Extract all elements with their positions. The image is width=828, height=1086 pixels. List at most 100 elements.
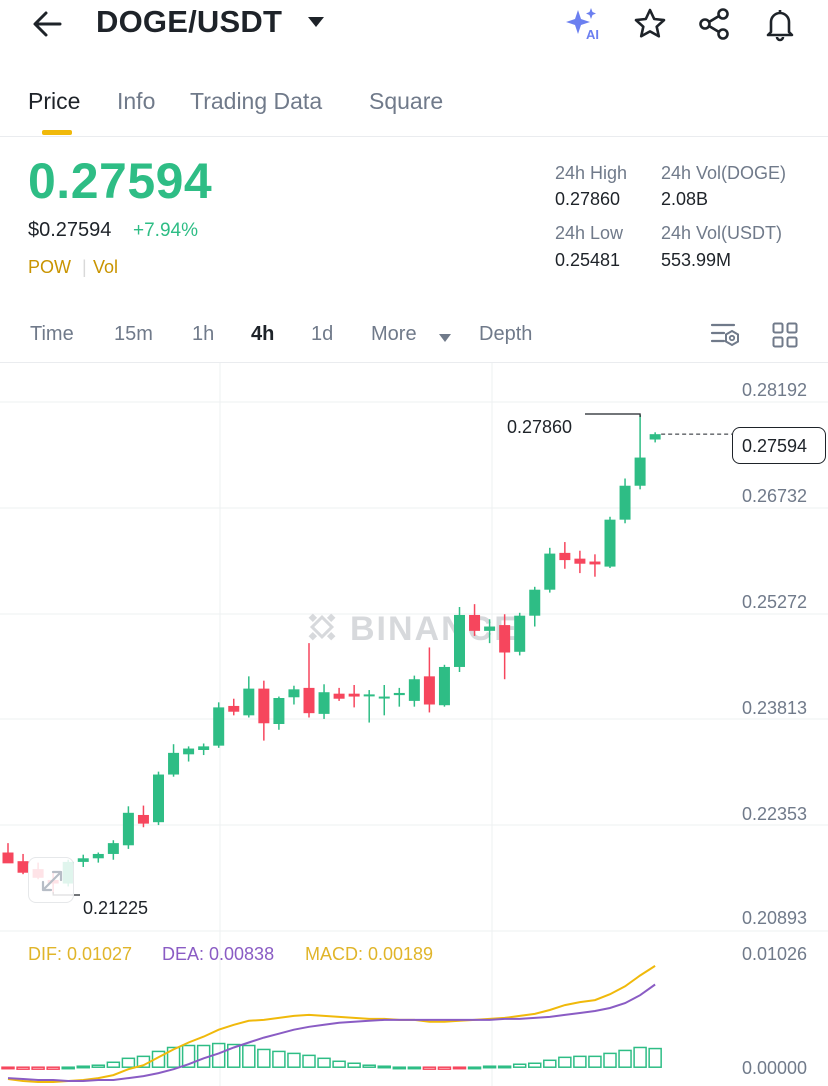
candle-body: [544, 553, 556, 590]
interval-4h[interactable]: 4h: [251, 323, 275, 345]
layout-grid-icon[interactable]: [772, 322, 798, 348]
tag-pow[interactable]: POW: [28, 257, 71, 277]
tabs-divider: [0, 136, 828, 137]
candle-body: [333, 693, 345, 699]
candle-body: [529, 589, 541, 616]
macd-dif-label: DIF: 0.01027: [28, 944, 133, 964]
pair-title[interactable]: DOGE/USDT: [96, 4, 283, 39]
candle-body: [258, 688, 270, 724]
interval-more[interactable]: More: [371, 323, 417, 345]
tab-square[interactable]: Square: [369, 88, 444, 114]
back-arrow-icon[interactable]: [30, 6, 66, 42]
stat-24h-high-value: 0.27860: [555, 189, 621, 209]
candle-body: [198, 746, 210, 750]
y-axis-label: 0.26732: [742, 486, 808, 506]
chart-settings-icon[interactable]: [710, 320, 742, 350]
macd-histogram-bar: [362, 1064, 376, 1068]
macd-histogram-bar: [558, 1056, 572, 1068]
macd-histogram-bar: [407, 1066, 422, 1070]
macd-histogram-bar: [242, 1044, 256, 1068]
macd-histogram-bar: [151, 1050, 166, 1068]
candle-body: [243, 688, 255, 716]
stat-24h-vol-quote-label: 24h Vol(USDT): [661, 223, 783, 243]
candle-body: [107, 843, 119, 854]
last-price: 0.27594: [28, 153, 213, 209]
candle-body: [634, 457, 646, 486]
macd-histogram-bar: [573, 1055, 587, 1068]
candle-body: [363, 694, 375, 697]
interval-1d[interactable]: 1d: [311, 323, 334, 345]
macd-histogram-bar: [543, 1059, 557, 1068]
macd-histogram-bar: [347, 1062, 361, 1068]
interval-15m[interactable]: 15m: [114, 323, 153, 345]
ai-sparkle-icon[interactable]: AI: [564, 6, 604, 42]
macd-histogram-bar: [272, 1050, 286, 1068]
candle-body: [77, 858, 89, 862]
candle-body: [514, 615, 526, 652]
candle-body: [273, 698, 285, 724]
more-caret-icon[interactable]: [438, 330, 452, 342]
macd-axis-bottom: 0.00000: [742, 1058, 808, 1078]
macd-histogram-bar: [603, 1052, 617, 1068]
candle-body: [213, 707, 225, 746]
interval-time[interactable]: Time: [30, 323, 74, 345]
candles: [2, 414, 661, 895]
macd-histogram-bar: [588, 1055, 602, 1068]
stat-24h-low-label: 24h Low: [555, 223, 624, 243]
interval-depth[interactable]: Depth: [479, 323, 533, 345]
macd-histogram-bar: [497, 1065, 512, 1069]
candle-body: [288, 689, 300, 698]
macd-histogram-bar: [121, 1057, 136, 1068]
chart-top-divider: [0, 362, 828, 363]
candle-body: [408, 679, 420, 701]
macd-dea-line: [7, 983, 656, 1082]
low-marker-label: 0.21225: [83, 898, 149, 918]
candle-body: [153, 774, 164, 823]
macd-value-label: MACD: 0.00189: [305, 944, 434, 964]
macd-histogram-bar: [618, 1049, 632, 1068]
candle-body: [318, 692, 330, 714]
candle-body: [183, 748, 195, 755]
candle-body: [393, 692, 405, 696]
tag-vol[interactable]: Vol: [93, 257, 119, 277]
candle-body: [17, 861, 29, 873]
candle-body: [122, 812, 134, 846]
macd-histogram-bar: [106, 1061, 121, 1068]
tab-price[interactable]: Price: [28, 88, 81, 114]
candle-body: [137, 814, 149, 824]
macd-histogram-bar: [392, 1066, 407, 1070]
macd-histogram-bar: [1, 1066, 15, 1070]
stat-24h-vol-quote-value: 553.99M: [661, 250, 732, 270]
candle-body: [604, 519, 616, 567]
candle-body: [303, 687, 315, 714]
bell-icon[interactable]: [762, 6, 798, 42]
candle-body: [423, 676, 435, 705]
candle-body: [649, 434, 661, 440]
macd-histogram-bar: [528, 1062, 542, 1068]
tab-trading-data[interactable]: Trading Data: [190, 88, 323, 114]
candle-body: [348, 693, 360, 697]
star-icon[interactable]: [632, 6, 668, 42]
macd-histogram-bar: [452, 1066, 467, 1070]
macd-histogram-bar: [482, 1065, 497, 1069]
macd-histogram-bar: [302, 1054, 316, 1068]
stat-24h-vol-base-label: 24h Vol(DOGE): [661, 163, 787, 183]
candlestick-chart[interactable]: BINANCE: [0, 363, 828, 1086]
macd-histogram-bar: [317, 1057, 331, 1068]
interval-1h[interactable]: 1h: [192, 323, 215, 345]
current-price-tag[interactable]: 0.27594: [732, 427, 826, 464]
macd-histogram-bar: [467, 1066, 482, 1070]
ai-badge-text: AI: [586, 27, 599, 42]
candle-body: [92, 853, 104, 859]
tag-separator: |: [82, 257, 87, 277]
share-icon[interactable]: [696, 6, 732, 42]
fullscreen-expand-button[interactable]: [28, 857, 74, 903]
macd-histogram-bar: [648, 1047, 662, 1068]
y-axis-label: 0.23813: [742, 698, 808, 718]
caret-down-icon[interactable]: [306, 14, 326, 30]
macd-histogram-bar: [31, 1066, 45, 1070]
candle-body: [559, 552, 571, 561]
macd-dif-line: [7, 965, 656, 1083]
macd-histogram-bar: [181, 1044, 196, 1068]
tab-info[interactable]: Info: [117, 88, 156, 114]
